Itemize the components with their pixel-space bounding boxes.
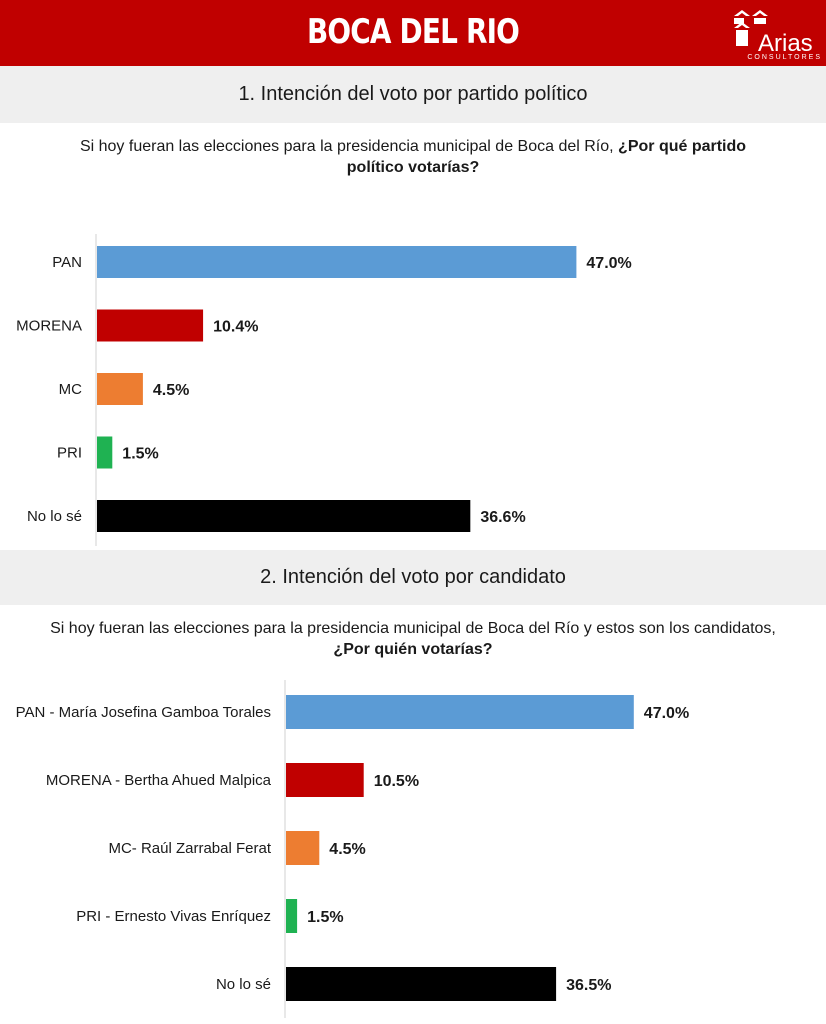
- question-2: Si hoy fueran las elecciones para la pre…: [40, 618, 786, 660]
- logo-mark-icon: [734, 10, 768, 46]
- question-2-bold: ¿Por quién votarías?: [333, 641, 493, 658]
- candidate-category-label: PAN - María Josefina Gamboa Torales: [16, 704, 271, 721]
- candidate-value-label: 10.5%: [374, 773, 419, 790]
- section-2-title: 2. Intención del voto por candidato: [260, 566, 566, 588]
- party-category-label: PAN: [52, 254, 82, 271]
- section-2-band: 2. Intención del voto por candidato: [0, 550, 826, 605]
- logo-name: Arias: [758, 30, 813, 57]
- party-category-label: PRI: [57, 445, 82, 462]
- party-value-label: 36.6%: [480, 509, 525, 526]
- party-value-label: 47.0%: [586, 255, 631, 272]
- question-1-text: Si hoy fueran las elecciones para la pre…: [79, 138, 614, 155]
- candidate-category-label: MC- Raúl Zarrabal Ferat: [108, 840, 271, 857]
- candidate-category-label: PRI - Ernesto Vivas Enríquez: [76, 908, 271, 925]
- candidate-value-label: 4.5%: [329, 841, 365, 858]
- section-1-band: 1. Intención del voto por partido políti…: [0, 66, 826, 123]
- logo-subtitle: CONSULTORES: [747, 54, 822, 61]
- party-bar: [97, 500, 471, 532]
- candidate-value-label: 36.5%: [566, 977, 611, 994]
- chart-candidate: PAN - María Josefina Gamboa Torales 47.0%…: [0, 678, 826, 1018]
- party-category-label: No lo sé: [27, 508, 82, 525]
- arias-logo: Arias CONSULTORES: [728, 6, 824, 62]
- chart-party: PAN 47.0% MORENA 10.4% MC 4.5% PRI 1.5% No lo sé…: [0, 228, 826, 550]
- party-bar: [97, 373, 143, 405]
- candidate-value-label: 1.5%: [307, 909, 343, 926]
- party-value-label: 10.4%: [213, 319, 258, 336]
- party-value-label: 4.5%: [153, 382, 189, 399]
- candidate-bar: [286, 831, 320, 865]
- party-category-label: MC: [59, 381, 82, 398]
- candidate-bar: [286, 967, 557, 1001]
- candidate-value-label: 47.0%: [644, 705, 689, 722]
- party-category-label: MORENA: [16, 318, 82, 335]
- question-1: Si hoy fueran las elecciones para la pre…: [60, 136, 766, 178]
- candidate-category-label: No lo sé: [216, 976, 271, 993]
- question-1-bold: ¿Por qué partido político votarías?: [346, 138, 747, 176]
- party-value-label: 1.5%: [122, 446, 158, 463]
- page-title: BOCA DEL RIO: [306, 12, 520, 52]
- candidate-bar: [286, 763, 364, 797]
- chart-candidate-svg: PAN - María Josefina Gamboa Torales 47.0%…: [16, 680, 689, 1018]
- section-1-title: 1. Intención del voto por partido políti…: [238, 83, 588, 105]
- party-bar: [97, 246, 577, 278]
- party-bar: [97, 436, 113, 469]
- question-2-text: Si hoy fueran las elecciones para la pre…: [50, 620, 776, 637]
- chart-party-svg: PAN 47.0% MORENA 10.4% MC 4.5% PRI 1.5% No lo sé…: [16, 234, 632, 546]
- candidate-bar: [286, 899, 298, 933]
- candidate-bar: [286, 695, 634, 729]
- party-bar: [97, 309, 204, 342]
- candidate-category-label: MORENA - Bertha Ahued Malpica: [46, 772, 272, 789]
- header-bar: BOCA DEL RIO Arias CONSULTORES: [0, 0, 826, 66]
